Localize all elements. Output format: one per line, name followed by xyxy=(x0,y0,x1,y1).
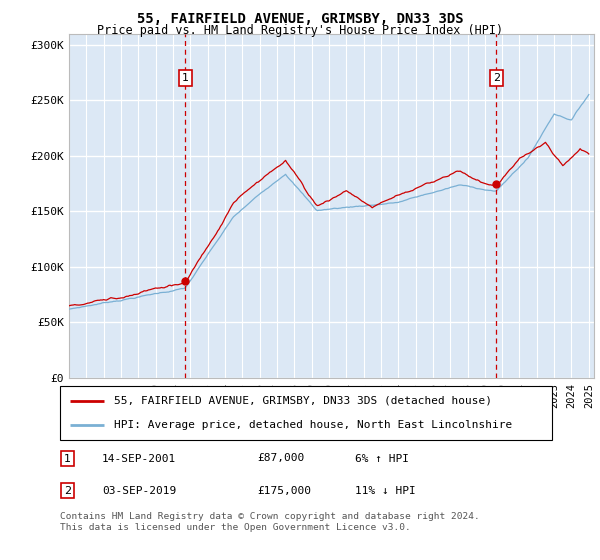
Text: £87,000: £87,000 xyxy=(257,454,304,464)
Text: Price paid vs. HM Land Registry's House Price Index (HPI): Price paid vs. HM Land Registry's House … xyxy=(97,24,503,36)
Text: 2: 2 xyxy=(64,486,71,496)
Text: 6% ↑ HPI: 6% ↑ HPI xyxy=(355,454,409,464)
Text: HPI: Average price, detached house, North East Lincolnshire: HPI: Average price, detached house, Nort… xyxy=(114,420,512,430)
Text: 11% ↓ HPI: 11% ↓ HPI xyxy=(355,486,416,496)
Text: 2: 2 xyxy=(493,73,500,83)
FancyBboxPatch shape xyxy=(60,386,552,440)
Text: 1: 1 xyxy=(64,454,71,464)
Text: 55, FAIRFIELD AVENUE, GRIMSBY, DN33 3DS (detached house): 55, FAIRFIELD AVENUE, GRIMSBY, DN33 3DS … xyxy=(114,396,492,406)
Text: 03-SEP-2019: 03-SEP-2019 xyxy=(102,486,176,496)
Text: 55, FAIRFIELD AVENUE, GRIMSBY, DN33 3DS: 55, FAIRFIELD AVENUE, GRIMSBY, DN33 3DS xyxy=(137,12,463,26)
Text: Contains HM Land Registry data © Crown copyright and database right 2024.
This d: Contains HM Land Registry data © Crown c… xyxy=(60,512,480,532)
Text: 14-SEP-2001: 14-SEP-2001 xyxy=(102,454,176,464)
Text: 1: 1 xyxy=(182,73,189,83)
Text: £175,000: £175,000 xyxy=(257,486,311,496)
